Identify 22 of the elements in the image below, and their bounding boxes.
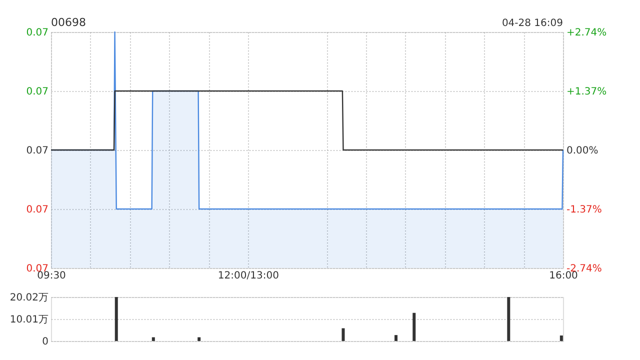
bar bbox=[560, 336, 563, 341]
y-tick-label: 0.07 bbox=[26, 86, 48, 98]
y-tick-label: 0.07 bbox=[26, 204, 48, 216]
y-tick-label: 0.07 bbox=[26, 28, 48, 38]
text: 04-28 16:09 bbox=[502, 18, 563, 29]
y-tick-label: 10.01万 bbox=[10, 314, 48, 326]
y2-tick-label: +1.37% bbox=[566, 86, 607, 98]
y-tick-label: 20.02万 bbox=[10, 292, 48, 304]
y2-tick-label: 0.00% bbox=[566, 146, 598, 156]
bar bbox=[342, 328, 345, 341]
bar bbox=[198, 337, 201, 341]
bar bbox=[394, 335, 398, 341]
x-tick-label: 12:00/13:00 bbox=[218, 270, 279, 282]
bar bbox=[152, 337, 155, 341]
y2-tick-label: +2.74% bbox=[566, 28, 607, 38]
bar bbox=[412, 312, 416, 341]
y-tick-label: 0 bbox=[42, 336, 48, 348]
y2-tick-label: -1.37% bbox=[566, 204, 602, 216]
bar bbox=[114, 297, 118, 341]
chart-title: 00698 bbox=[51, 16, 86, 29]
y-tick-label: 0.07 bbox=[26, 146, 48, 156]
bar bbox=[507, 297, 510, 341]
